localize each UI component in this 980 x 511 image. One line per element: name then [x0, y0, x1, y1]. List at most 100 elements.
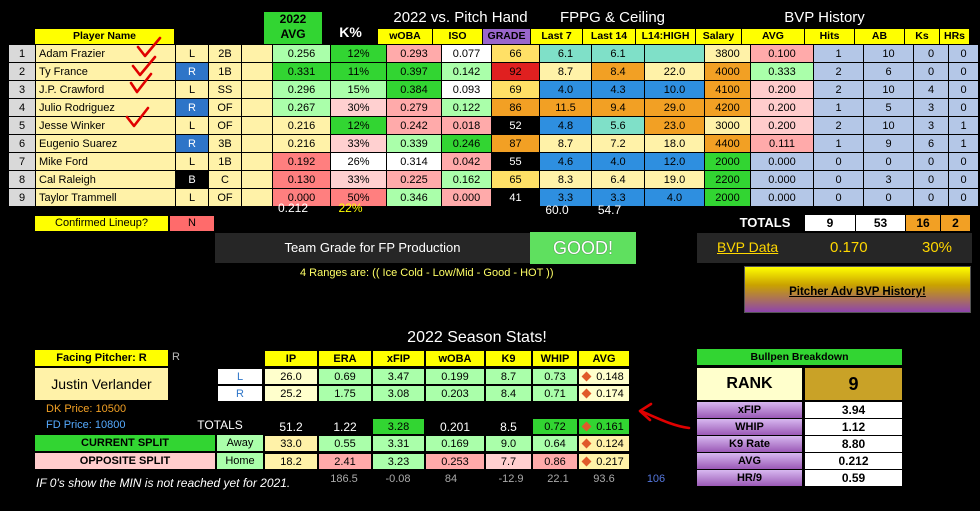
row-number: 3 [8, 80, 36, 99]
opposite-split-side: Home [217, 453, 263, 469]
bvp-data-link[interactable]: BVP Data [717, 239, 779, 255]
totals-label: TOTALS [739, 215, 791, 230]
spacer [241, 170, 273, 189]
pitch-rank-cell: 84 [444, 473, 458, 485]
last14: 6.4 [591, 170, 645, 189]
pitch-col-header: IP [264, 350, 318, 367]
diamond-marker-icon [581, 421, 592, 432]
hrs: 0 [948, 170, 979, 189]
pitch-cell: 0.69 [318, 368, 372, 385]
ks: 3 [913, 116, 949, 135]
grade: 69 [491, 80, 540, 99]
table-row: 9 Taylor Trammell L OF 0.000 50% 0.346 0.000 41 3… [8, 188, 979, 207]
bullpen-stat-label: K9 Rate [697, 436, 802, 452]
l14-high: 29.0 [644, 98, 705, 117]
pitch-cell: 0.148 [578, 368, 630, 385]
pitch-cell: 26.0 [264, 368, 318, 385]
facing-pitcher-label: Facing Pitcher: R [35, 350, 168, 366]
summary-k: 22% [338, 201, 363, 215]
pitch-cell: 25.2 [264, 385, 318, 402]
team-grade-label: Team Grade for FP Production [215, 233, 530, 263]
pitch-total-cell: 0.201 [439, 420, 471, 434]
bvp-avg: 0.000 [750, 170, 814, 189]
totals-ks: 16 [906, 215, 940, 231]
bats-hand: L [175, 116, 209, 135]
pitcher-adv-bvp-button[interactable]: Pitcher Adv BVP History! [744, 266, 971, 313]
bvp-data-box [697, 233, 972, 263]
col-hrs: HRs [940, 29, 970, 44]
pitch-cell: 8.4 [485, 385, 532, 402]
position: OF [208, 188, 242, 207]
confirmed-lineup-label: Confirmed Lineup? [35, 216, 168, 231]
current-split-side: Away [217, 435, 263, 451]
ranges-note: 4 Ranges are: (( Ice Cold - Low/Mid - Go… [300, 267, 554, 279]
pitch-total-cell: 8.5 [500, 420, 517, 434]
player-name: Jesse Winker [35, 116, 176, 135]
grade: 86 [491, 98, 540, 117]
team-grade-value: GOOD! [530, 232, 636, 264]
arrow-icon [638, 402, 691, 430]
pitch-total-cell: 0.72 [532, 418, 578, 435]
woba: 0.346 [386, 188, 442, 207]
player-name: Cal Raleigh [35, 170, 176, 189]
pitcher-name: Justin Verlander [35, 368, 168, 400]
player-name: Julio Rodriguez [35, 98, 176, 117]
pitch-row-side: L [217, 368, 263, 385]
table-row: 3 J.P. Crawford L SS 0.296 15% 0.384 0.093 69 4.0… [8, 80, 979, 99]
last14: 4.3 [591, 80, 645, 99]
hits: 2 [813, 80, 864, 99]
confirmed-lineup-value: N [170, 216, 214, 231]
last7: 6.1 [539, 44, 592, 63]
pitch-rank-cell: -0.08 [385, 473, 411, 485]
pitch-total-cell: 1.22 [333, 420, 357, 434]
table-row: 5 Jesse Winker L OF 0.216 12% 0.242 0.018 52 4.8 5… [8, 116, 979, 135]
position: 1B [208, 152, 242, 171]
opposite-split-cell: 2.41 [318, 453, 372, 470]
bvp-avg: 0.000 [750, 188, 814, 207]
salary: 3000 [704, 116, 751, 135]
l14-high: 19.0 [644, 170, 705, 189]
diamond-marker-icon [581, 438, 592, 449]
pitch-col-header: K9 [485, 350, 532, 367]
last14: 8.4 [591, 62, 645, 81]
hrs: 1 [948, 116, 979, 135]
pitch-cell: 0.73 [532, 368, 578, 385]
grade: 87 [491, 134, 540, 153]
pitcher-adv-bvp-label: Pitcher Adv BVP History! [789, 286, 926, 298]
hrs: 0 [948, 62, 979, 81]
woba: 0.279 [386, 98, 442, 117]
opposite-split-cell: 3.23 [372, 453, 425, 470]
opposite-split-cell: 7.7 [485, 453, 532, 470]
l14-high: 23.0 [644, 116, 705, 135]
bullpen-stat-label: xFIP [697, 402, 802, 418]
spacer [241, 98, 273, 117]
fppg-header: FPPG & Ceiling [559, 9, 666, 26]
bullpen-stat-label: WHIP [697, 419, 802, 435]
pitch-cell: 3.08 [372, 385, 425, 402]
salary: 4100 [704, 80, 751, 99]
col-player-name: Player Name [35, 29, 175, 44]
avg-year: 2022 [279, 12, 307, 26]
opposite-split-label: OPPOSITE SPLIT [35, 453, 215, 469]
salary: 4400 [704, 134, 751, 153]
col-iso: ISO [433, 29, 483, 44]
bullpen-stat-value: 0.212 [805, 453, 902, 469]
hits: 0 [813, 188, 864, 207]
pitch-total-cell: 51.2 [279, 420, 303, 434]
ab: 10 [863, 44, 914, 63]
col-ks: Ks [905, 29, 940, 44]
fd-price: FD Price: 10800 [46, 419, 126, 431]
pitch-total-cell: 3.28 [372, 418, 425, 435]
bullpen-stat-value: 3.94 [805, 402, 902, 418]
current-split-cell: 3.31 [372, 435, 425, 452]
col-l14high: L14:HIGH [636, 29, 696, 44]
diamond-marker-icon [581, 388, 592, 399]
avg-header: 2022 AVG [264, 12, 322, 44]
pitch-col-header: WHIP [532, 350, 578, 367]
pitch-rank-cell: 106 [646, 473, 666, 485]
avg: 0.130 [272, 170, 331, 189]
bvp-data-avg: 0.170 [830, 239, 868, 256]
bullpen-rank-value: 9 [805, 368, 902, 400]
col-bvp-avg: AVG [742, 29, 805, 44]
col-last14: Last 14 [583, 29, 636, 44]
